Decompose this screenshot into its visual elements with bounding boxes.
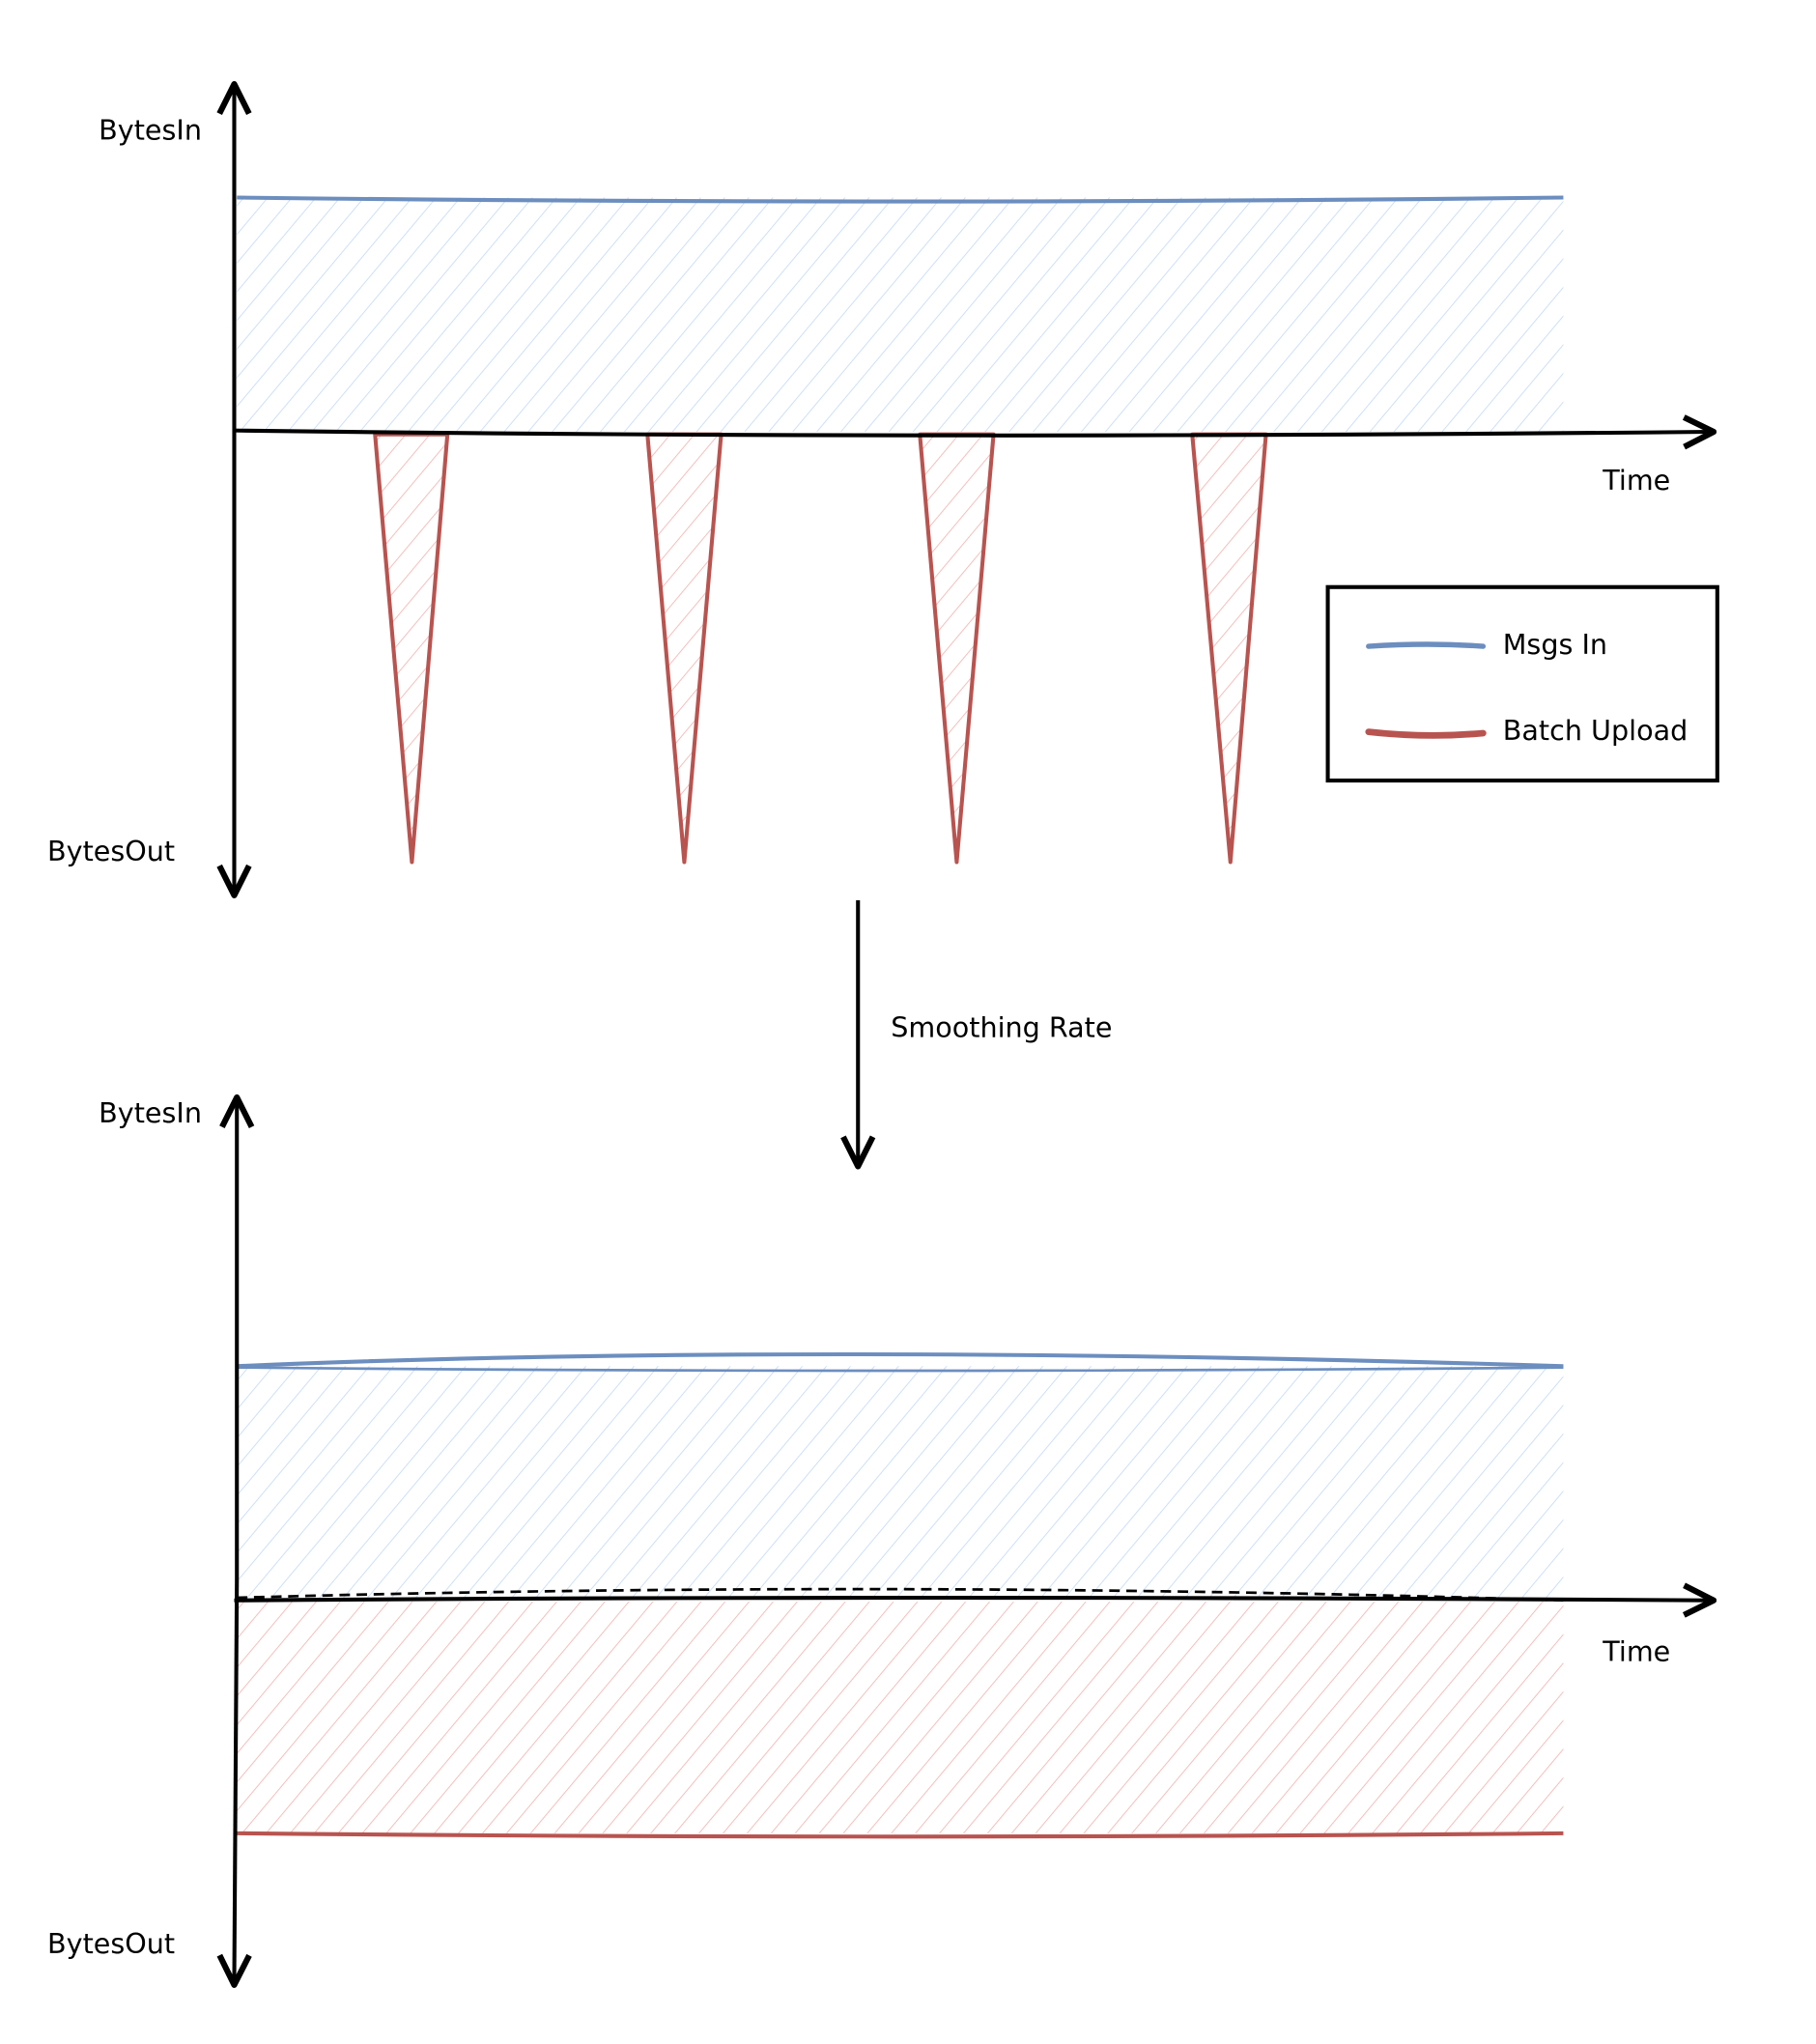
x-axis-label: Time	[1602, 464, 1670, 497]
msgs-in-area	[237, 1366, 1564, 1600]
batch-upload-area	[237, 1602, 1564, 1833]
batch-upload-spikes	[373, 432, 1268, 865]
y-axis-bottom-label: BytesOut	[47, 835, 175, 867]
spike	[918, 432, 996, 865]
msgs-in-line	[237, 1351, 1564, 1369]
legend-label-batch-upload: Batch Upload	[1503, 714, 1688, 747]
spike	[373, 432, 450, 865]
x-axis-dash	[237, 1587, 1564, 1603]
legend: Msgs In Batch Upload	[1325, 584, 1719, 783]
batch-upload-line	[237, 1831, 1564, 1839]
msgs-in-area	[237, 197, 1564, 432]
msgs-in-line-base	[237, 1366, 1564, 1373]
smoothing-rate-label: Smoothing Rate	[891, 1011, 1112, 1044]
msgs-in-line	[237, 195, 1564, 204]
y-axis-top-label: BytesIn	[99, 114, 202, 147]
spike	[1190, 432, 1268, 865]
spike	[645, 432, 724, 865]
y-axis-bottom-label: BytesOut	[47, 1927, 175, 1960]
x-axis-label: Time	[1602, 1634, 1670, 1667]
y-axis-down	[216, 1578, 252, 1988]
bottom-chart: BytesIn BytesOut Time	[47, 1093, 1717, 1988]
legend-label-msgs-in: Msgs In	[1503, 628, 1607, 661]
smoothing-transition: Smoothing Rate	[840, 899, 1112, 1170]
top-chart: BytesIn BytesOut Time	[47, 80, 1717, 898]
x-axis	[234, 414, 1717, 450]
legend-swatch-msgs-in	[1366, 641, 1487, 649]
y-axis-top-label: BytesIn	[99, 1096, 202, 1129]
legend-swatch-batch-upload	[1365, 728, 1487, 739]
